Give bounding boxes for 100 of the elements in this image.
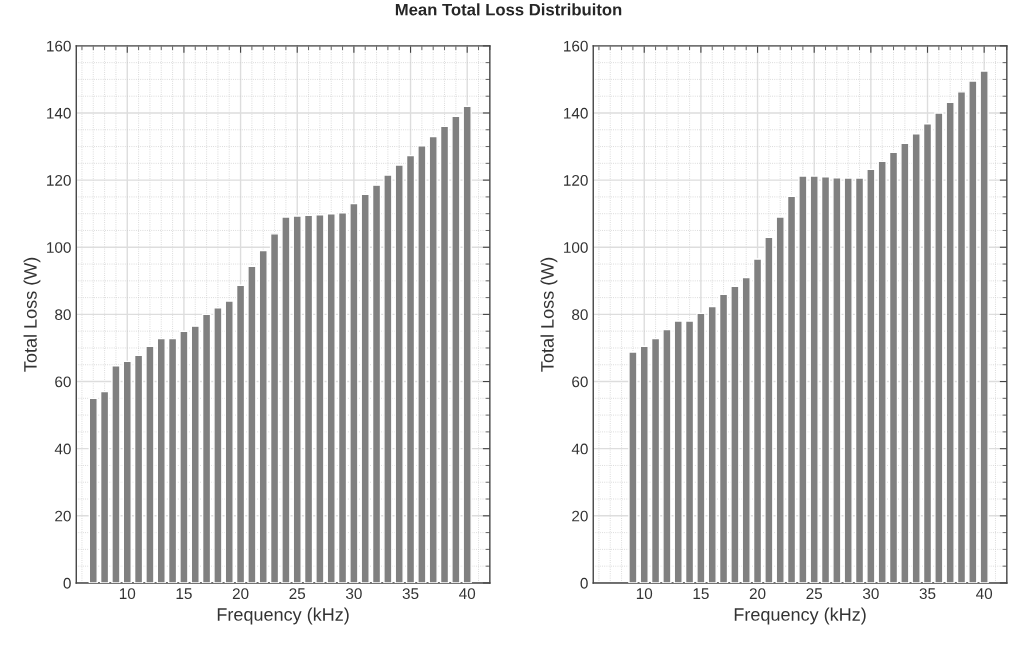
y-tick-label: 80 — [55, 309, 71, 321]
x-tick-label: 30 — [345, 588, 362, 600]
bar — [258, 249, 268, 583]
y-tick-label: 160 — [564, 40, 588, 52]
bar — [462, 105, 472, 583]
bar — [662, 328, 672, 583]
y-tick-label: 60 — [55, 376, 71, 388]
bar — [718, 293, 729, 583]
x-tick-label: 35 — [919, 588, 936, 600]
bar — [684, 320, 695, 583]
bar — [439, 125, 450, 583]
bar — [145, 345, 155, 583]
x-tick-label: 10 — [636, 588, 653, 600]
x-tick-label: 25 — [289, 588, 306, 600]
bar — [968, 80, 978, 583]
y-tick-label: 120 — [47, 174, 71, 186]
bar — [786, 195, 797, 583]
bar — [707, 305, 717, 583]
x-tick-label: 35 — [402, 588, 419, 600]
bar — [820, 176, 831, 583]
x-tick-label: 10 — [119, 588, 136, 600]
x-tick-label: 30 — [862, 588, 879, 600]
bar — [934, 112, 944, 583]
bar — [628, 351, 638, 583]
bar — [224, 300, 234, 583]
bar — [639, 345, 649, 583]
x-tick-label: 20 — [232, 588, 249, 600]
y-tick-label: 20 — [572, 510, 588, 522]
bar — [809, 175, 819, 583]
bar — [281, 216, 291, 583]
bar — [979, 70, 989, 583]
x-tick-label: 40 — [459, 588, 476, 600]
bar — [730, 285, 740, 583]
y-tick-label: 100 — [564, 242, 588, 253]
bar — [764, 236, 774, 583]
x-tick-label: 20 — [749, 588, 766, 600]
bar — [650, 337, 661, 583]
bar — [122, 360, 132, 583]
bar — [945, 101, 955, 583]
bar — [922, 123, 933, 583]
y-axis-title: Total Loss (W) — [540, 257, 558, 372]
bar — [741, 276, 751, 583]
y-tick-label: 60 — [572, 376, 588, 388]
x-tick-label: 40 — [976, 588, 993, 600]
bar — [213, 306, 223, 583]
y-tick-label: 160 — [47, 40, 71, 52]
bar — [235, 284, 246, 583]
bar — [349, 202, 359, 583]
bar — [417, 145, 427, 583]
bar — [394, 164, 404, 583]
bar — [360, 193, 370, 583]
bar — [292, 215, 302, 583]
bar — [303, 214, 314, 583]
bar — [167, 337, 178, 583]
bar — [832, 177, 842, 583]
bar — [383, 174, 393, 583]
y-tick-label: 140 — [47, 107, 71, 119]
chart-title: Mean Total Loss Distribuiton — [395, 3, 622, 16]
bar — [371, 184, 382, 583]
bar — [428, 135, 438, 583]
bar — [798, 175, 808, 583]
bar — [451, 115, 461, 583]
bar — [133, 354, 144, 583]
y-tick-label: 0 — [580, 577, 588, 589]
bar — [337, 211, 348, 583]
x-tick-label: 25 — [806, 588, 823, 600]
bar — [854, 177, 865, 583]
bar — [99, 390, 110, 583]
bar — [179, 330, 189, 583]
bar — [88, 397, 98, 583]
bar — [156, 337, 166, 583]
x-tick-label: 15 — [693, 588, 709, 600]
y-tick-label: 0 — [63, 577, 71, 589]
bar — [843, 177, 853, 583]
bar — [888, 151, 899, 583]
bar — [405, 154, 416, 583]
bar — [190, 325, 200, 583]
bar — [315, 214, 325, 583]
x-axis-title: Frequency (kHz) — [734, 607, 866, 625]
x-axis-title: Frequency (kHz) — [217, 607, 349, 625]
bar — [247, 265, 257, 583]
bar — [956, 91, 967, 583]
bar — [201, 313, 212, 583]
bar — [111, 365, 121, 583]
y-tick-label: 140 — [564, 107, 588, 119]
y-tick-label: 80 — [572, 309, 588, 321]
x-tick-label: 15 — [176, 588, 192, 600]
bar — [866, 168, 876, 583]
y-tick-label: 40 — [54, 443, 71, 455]
bar — [752, 258, 763, 583]
y-tick-label: 120 — [564, 174, 588, 186]
bar — [877, 160, 887, 583]
y-tick-label: 100 — [47, 242, 71, 253]
bar — [900, 142, 910, 583]
bar — [269, 233, 280, 583]
bar — [775, 216, 785, 583]
y-tick-label: 40 — [571, 443, 588, 455]
y-tick-label: 20 — [55, 510, 71, 522]
bar — [673, 320, 683, 583]
y-axis-title: Total Loss (W) — [23, 257, 41, 372]
